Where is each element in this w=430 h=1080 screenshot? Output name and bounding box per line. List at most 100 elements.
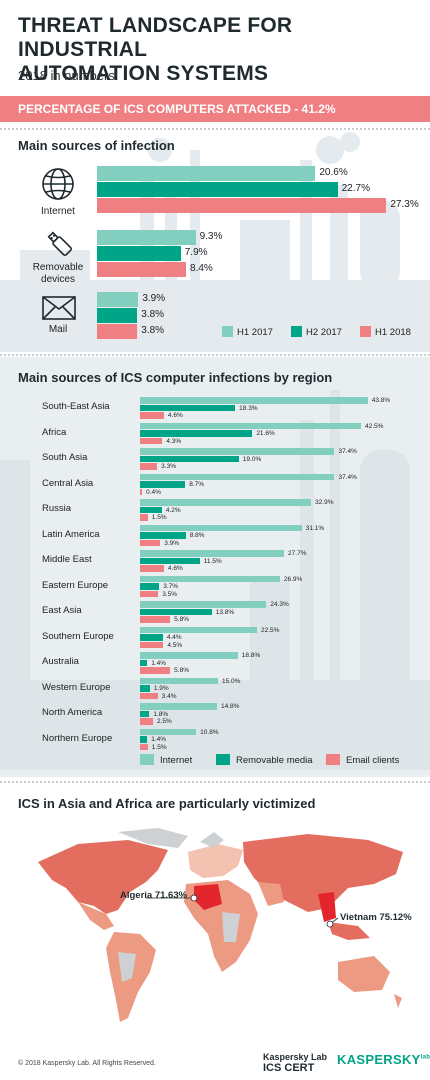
legend-swatch-h2-2017 — [291, 326, 302, 337]
region-label: Northern Europe — [42, 732, 113, 744]
region-label: North America — [42, 707, 103, 718]
source-bar-label: 7.9% — [184, 247, 208, 258]
region-asia — [243, 834, 403, 912]
source-bar — [97, 246, 181, 261]
region-bar-label: 10.8% — [200, 728, 219, 736]
world-map — [38, 828, 403, 1022]
region-bar-label: 4.6% — [167, 412, 183, 419]
region-label: Africa — [42, 426, 67, 438]
region-bar — [140, 488, 143, 495]
region-label: South-East Asia — [42, 401, 110, 412]
region-europe — [188, 844, 243, 878]
region-bar-label: 4.2% — [165, 506, 181, 514]
legend-label-email-clients: Email clients — [346, 755, 400, 766]
legend-label-h1-2017: H1 2017 — [237, 327, 273, 338]
region-bar-label: 1.5% — [151, 514, 167, 521]
region-greenland — [118, 828, 188, 848]
source-label-removable: Removable devices — [32, 262, 84, 285]
region-bar-label: 19.0% — [242, 455, 262, 463]
region-label: Western Europe — [42, 681, 111, 693]
region-bar-label: 37.4% — [338, 448, 357, 455]
region-bar — [140, 422, 361, 429]
region-bar — [140, 524, 302, 531]
region-bar — [140, 652, 238, 659]
region-bar — [140, 677, 218, 684]
region-bar — [140, 736, 148, 743]
region-central-america — [78, 902, 114, 930]
region-north-america — [38, 840, 168, 914]
region-bar — [140, 565, 164, 572]
region-bar — [140, 626, 257, 633]
region-bar-label: 4.5% — [167, 641, 183, 649]
region-bar — [140, 463, 158, 470]
region-vietnam — [318, 892, 336, 922]
region-bar-chart: South-East Asia 43.8% 18.3% 4.6% Africa 42.5%… — [42, 397, 390, 751]
attack-percentage-banner: PERCENTAGE OF ICS COMPUTERS ATTACKED - 4… — [0, 96, 430, 122]
region-bar — [140, 575, 280, 582]
region-bar — [140, 557, 200, 564]
region-bar — [140, 685, 150, 692]
factory-silhouette-bg — [0, 132, 430, 352]
region-label: South Asia — [42, 452, 88, 463]
region-bar — [140, 481, 186, 488]
region-label: Australia — [42, 656, 79, 667]
region-bar-label: 4.4% — [166, 634, 182, 641]
globe-icon — [42, 168, 74, 200]
copyright-text: © 2018 Kaspersky Lab. All Rights Reserve… — [18, 1060, 156, 1067]
region-bar-label: 1.9% — [153, 685, 169, 692]
region-bar — [140, 404, 236, 411]
source-bar — [97, 262, 187, 277]
region-bar — [140, 608, 212, 615]
region-bar — [140, 641, 164, 648]
region-bar-label: 3.4% — [161, 692, 177, 700]
region-bar-label: 18.8% — [241, 652, 261, 659]
ics-cert-brand: Kaspersky Lab ICS CERT — [263, 1052, 328, 1074]
source-label-internet: Internet — [41, 206, 75, 217]
region-bar-label: 22.5% — [261, 626, 280, 634]
region-bar-label: 14.8% — [220, 703, 240, 710]
region-bar — [140, 659, 148, 666]
source-bar-label: 8.4% — [190, 263, 213, 274]
region-bar — [140, 728, 197, 735]
sources-bar-chart: 20.6% 22.7% 27.3% 9.3% 7.9% 8.4% 3.9% 3.8% 3.8% — [0, 0, 430, 352]
region-bar-label: 1.5% — [151, 743, 167, 751]
legend-label-internet: Internet — [160, 755, 193, 766]
region-bar-label: 3.3% — [161, 463, 176, 470]
region-bar — [140, 703, 217, 710]
legend-swatch-h1-2018 — [360, 326, 371, 337]
source-bar — [97, 292, 139, 307]
region-bar-label: 42.5% — [365, 422, 384, 430]
source-bar-label: 22.7% — [341, 183, 370, 194]
legend-label-h2-2017: H2 2017 — [306, 327, 342, 338]
region-southeast-asia — [328, 922, 370, 940]
region-australia — [338, 956, 390, 992]
callout-algeria: Algeria 71.63% — [120, 890, 188, 901]
region-bar — [140, 514, 148, 521]
region-bar-label: 8.8% — [189, 532, 205, 539]
region-bar-label: 15.0% — [222, 677, 241, 685]
region-bar-label: 2.5% — [157, 718, 172, 725]
kaspersky-logo: KASPERSKYlab — [337, 1052, 430, 1067]
page-subtitle: 2018 in numbers — [18, 68, 115, 83]
region-bar-label: 27.7% — [288, 550, 307, 557]
region-bar — [140, 550, 285, 557]
legend-label-h1-2018: H1 2018 — [375, 327, 411, 338]
callout-vietnam: Vietnam 75.12% — [340, 912, 412, 923]
region-bar — [140, 667, 171, 674]
region-bar — [140, 532, 186, 539]
divider — [0, 781, 430, 783]
region-bar — [140, 473, 335, 480]
legend-swatch-h1-2017 — [222, 326, 233, 337]
legend-swatch-email-clients — [326, 754, 340, 765]
region-bar-label: 0.4% — [146, 488, 161, 496]
region-bar — [140, 710, 150, 717]
envelope-icon — [42, 296, 76, 320]
page-title: THREAT LANDSCAPE FOR INDUSTRIAL AUTOMATI… — [18, 14, 293, 85]
usb-icon — [47, 231, 72, 256]
region-bar — [140, 430, 253, 437]
source-bar — [97, 230, 196, 245]
divider — [0, 128, 430, 130]
region-bar — [140, 601, 267, 608]
legend-swatch-internet — [140, 754, 154, 765]
region-bar-label: 37.4% — [338, 473, 357, 481]
